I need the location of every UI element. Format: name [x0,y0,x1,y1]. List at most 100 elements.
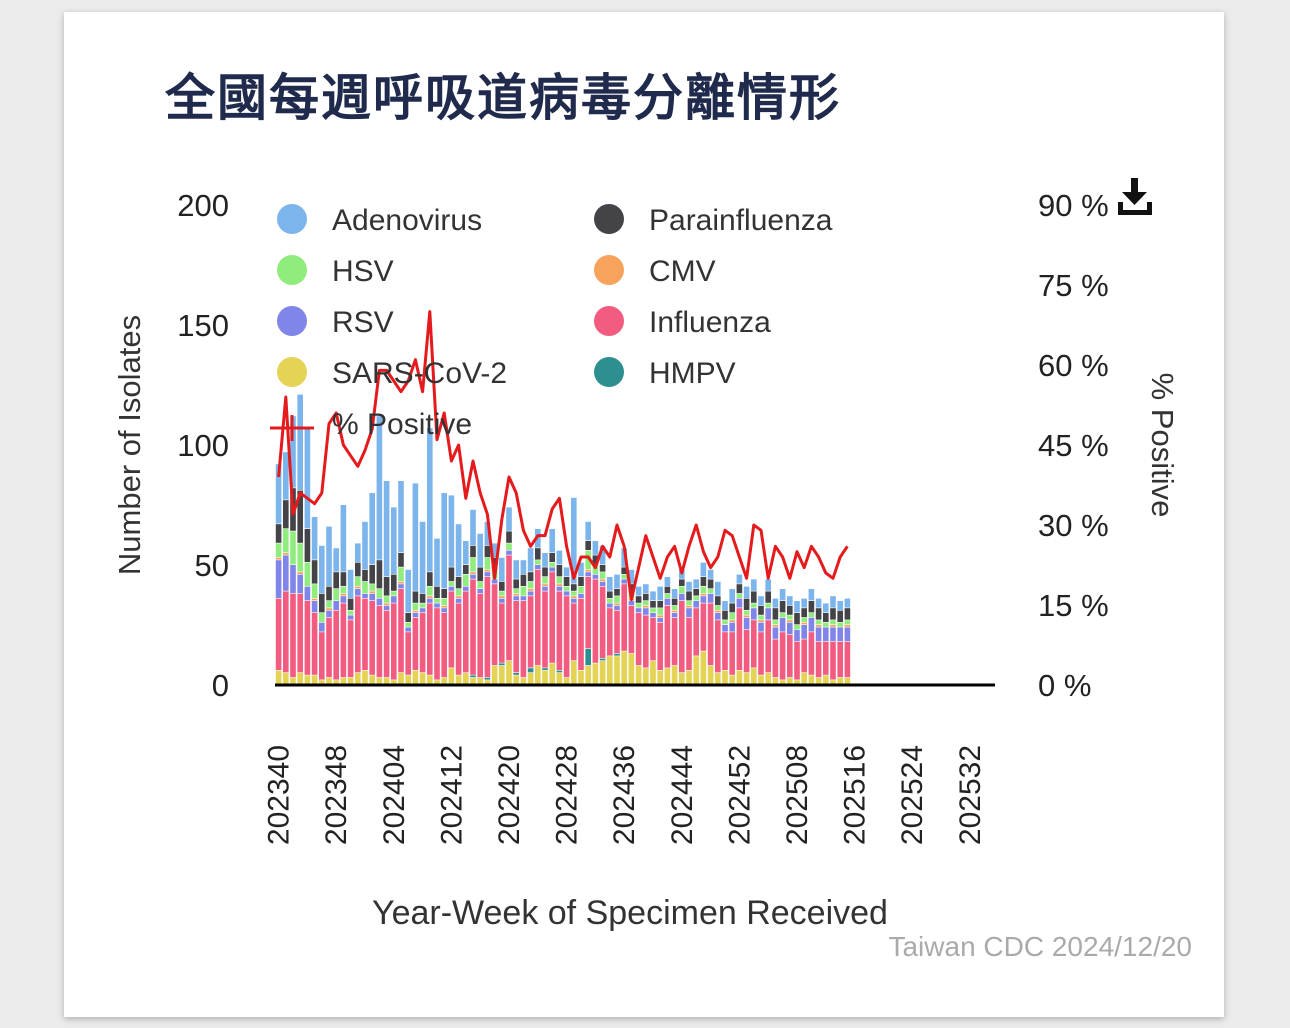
bar-sars-cov-2-17 [398,673,404,685]
bar-parainfluenza-18 [405,613,412,622]
bar-rsv-6 [318,622,325,632]
bar-influenza-4 [304,601,311,675]
bar-parainfluenza-73 [801,608,808,618]
bar-influenza-74 [808,632,815,675]
bar-sars-cov-2-51 [642,668,649,685]
bar-sars-cov-2-36 [534,665,541,685]
bar-hsv-21 [426,586,433,596]
bar-adenovirus-64 [736,574,743,584]
bar-rsv-72 [794,629,800,642]
bar-parainfluenza-74 [808,601,815,613]
bar-hsv-78 [837,622,844,627]
bar-rsv-13 [369,593,376,601]
bar-cmv-69 [772,625,779,627]
bar-parainfluenza-0 [275,524,282,543]
line-percent-positive [277,310,849,602]
bar-influenza-9 [340,603,347,678]
bar-hsv-72 [794,625,800,630]
bar-parainfluenza-28 [477,567,484,582]
bar-sars-cov-2-2 [290,677,296,685]
bar-rsv-60 [707,593,714,603]
bar-adenovirus-40 [563,567,570,577]
legend-item-parainfluenza[interactable]: Parainfluenza [594,204,833,237]
bar-parainfluenza-64 [736,584,743,594]
bar-hsv-75 [815,620,822,625]
bar-sars-cov-2-14 [376,677,383,685]
bar-hsv-51 [642,601,649,606]
bar-sars-cov-2-76 [822,675,829,685]
legend-item-hsv[interactable]: HSV [277,255,394,288]
bar-parainfluenza-60 [707,579,714,589]
bar-cmv-21 [426,596,433,598]
bar-adenovirus-69 [772,598,779,608]
y-axis-label: Number of Isolates [112,315,147,575]
bar-rsv-25 [455,598,462,603]
bar-adenovirus-25 [455,524,462,577]
bar-adenovirus-68 [765,579,772,591]
bar-sars-cov-2-18 [405,675,412,685]
bar-sars-cov-2-30 [491,665,498,685]
bar-influenza-43 [585,577,592,649]
bar-cmv-53 [657,615,664,618]
bar-adenovirus-45 [599,545,606,565]
download-icon[interactable] [1113,174,1157,218]
bar-cmv-35 [527,589,534,591]
y2-tick-label: 30 % [1038,508,1109,543]
bar-rsv-61 [714,613,721,620]
y-axis-ticks: 0 50 100 150 200 [177,188,229,703]
legend-item--positive[interactable]: % Positive [270,408,472,441]
bar-adenovirus-23 [441,493,448,589]
bar-influenza-70 [779,632,786,680]
legend-item-cmv[interactable]: CMV [594,255,716,288]
bar-sars-cov-2-59 [700,651,707,685]
bar-influenza-66 [750,620,757,668]
bar-sars-cov-2-63 [729,675,736,685]
bar-hmpv-31 [498,663,505,666]
bar-influenza-15 [383,610,390,678]
bar-sars-cov-2-28 [477,677,484,685]
bar-rsv-35 [527,591,534,596]
bar-hsv-31 [498,591,505,596]
bar-sars-cov-2-1 [282,673,289,685]
bar-influenza-79 [844,641,851,678]
bar-rsv-16 [390,596,397,603]
bar-sars-cov-2-44 [592,663,599,685]
bar-influenza-7 [326,617,332,678]
bar-parainfluenza-5 [311,560,318,584]
bar-adenovirus-28 [477,533,484,567]
legend-item-rsv[interactable]: RSV [277,306,394,339]
bar-hsv-6 [318,613,325,622]
bar-sars-cov-2-53 [657,670,664,685]
bar-adenovirus-30 [491,543,498,558]
bar-adenovirus-66 [750,579,757,591]
x-tick-label: 202444 [666,745,699,845]
bar-rsv-58 [693,601,700,608]
bar-adenovirus-77 [830,596,836,608]
bar-rsv-38 [549,567,556,572]
bar-parainfluenza-37 [542,567,548,577]
bar-adenovirus-49 [628,569,635,584]
bar-cmv-75 [815,625,822,627]
legend-item-sars-cov-2[interactable]: SARS-CoV-2 [277,357,507,390]
bar-sars-cov-2-42 [578,670,584,685]
bar-sars-cov-2-72 [794,680,800,685]
bar-parainfluenza-4 [304,529,311,562]
bar-parainfluenza-78 [837,610,844,622]
bar-parainfluenza-24 [448,567,455,582]
bar-hsv-17 [398,567,404,582]
bar-parainfluenza-26 [462,565,469,574]
bar-rsv-77 [830,627,836,642]
legend-item-hmpv[interactable]: HMPV [594,357,736,390]
bar-influenza-44 [592,579,599,663]
legend-item-influenza[interactable]: Influenza [594,306,771,339]
bar-cmv-25 [455,596,462,598]
bar-rsv-50 [635,608,642,613]
bar-hsv-28 [477,581,484,589]
bar-parainfluenza-3 [297,490,304,543]
bar-adenovirus-15 [383,481,390,577]
legend-item-adenovirus[interactable]: Adenovirus [277,204,482,237]
bar-hmpv-37 [542,668,548,670]
x-tick-label: 202340 [263,745,296,845]
bar-cmv-59 [700,593,707,596]
